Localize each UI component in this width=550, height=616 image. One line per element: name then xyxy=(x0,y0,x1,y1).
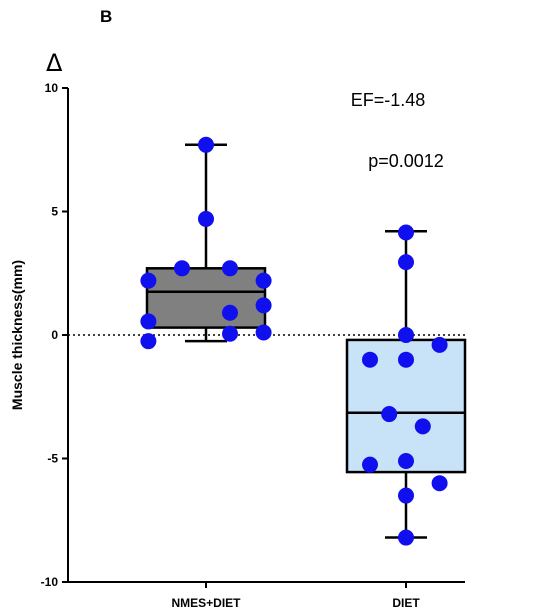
data-point xyxy=(362,351,378,368)
effect-size-annotation: EF=-1.48 xyxy=(351,90,426,110)
y-tick-label: 0 xyxy=(51,328,58,342)
panel-label: B xyxy=(100,7,112,26)
data-point xyxy=(431,336,448,353)
x-category-label: NMES+DIET xyxy=(171,596,241,610)
p-value-annotation: p=0.0012 xyxy=(368,151,444,171)
data-point xyxy=(381,406,398,423)
y-tick-label: 5 xyxy=(51,205,58,219)
data-point xyxy=(140,313,157,330)
data-point xyxy=(222,304,238,321)
data-point xyxy=(222,325,238,342)
data-point xyxy=(398,529,414,546)
data-point xyxy=(140,333,157,350)
y-axis-label: Muscle thickness(mm) xyxy=(9,260,25,410)
delta-symbol: Δ xyxy=(46,49,63,77)
data-point xyxy=(398,452,414,469)
data-point xyxy=(398,351,414,368)
data-point xyxy=(255,297,272,314)
data-point xyxy=(398,487,414,504)
y-tick-label: -5 xyxy=(47,452,58,466)
data-point xyxy=(140,272,157,289)
data-point xyxy=(198,136,214,153)
x-category-label: DIET xyxy=(392,596,420,610)
data-point xyxy=(398,254,414,271)
data-point xyxy=(255,324,272,341)
iqr-box xyxy=(145,267,267,329)
data-point xyxy=(255,272,272,289)
data-point xyxy=(222,260,238,277)
data-point xyxy=(198,210,214,227)
data-point xyxy=(174,260,190,277)
y-tick-label: 10 xyxy=(45,81,59,95)
box-group-1 xyxy=(145,143,267,343)
y-tick-label: -10 xyxy=(41,575,59,589)
data-point xyxy=(414,418,431,435)
data-point xyxy=(431,475,448,492)
data-point xyxy=(398,327,414,343)
data-point xyxy=(362,456,378,473)
data-point xyxy=(398,224,414,241)
